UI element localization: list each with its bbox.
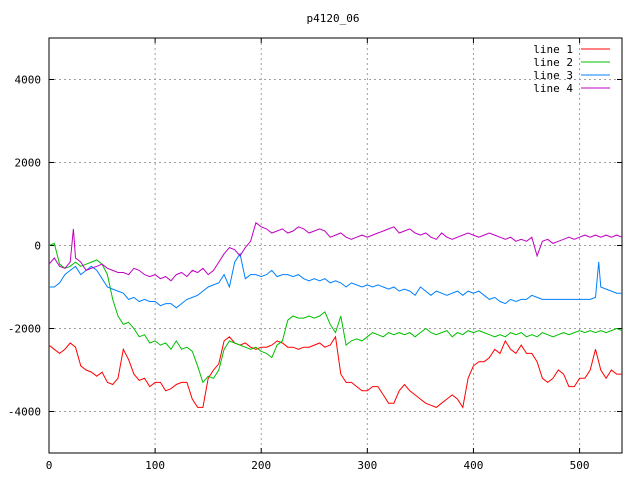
y-tick-label: -4000 — [8, 406, 41, 419]
chart-title: p4120_06 — [307, 12, 360, 25]
y-tick-label: 2000 — [15, 157, 42, 170]
series-line-1 — [48, 335, 622, 409]
series-line-3 — [49, 252, 622, 309]
x-tick-label: 300 — [357, 459, 377, 472]
x-tick-label: 500 — [570, 459, 590, 472]
grid-lines — [49, 38, 622, 453]
legend-label: line 2 — [533, 56, 573, 69]
axis-ticks: 0 100 200 300 400 500 -4000 -2000 0 2000 4000 — [8, 38, 622, 472]
series-line-4 — [48, 221, 623, 282]
legend-label: line 3 — [533, 69, 573, 82]
legend-label: line 1 — [533, 43, 573, 56]
x-tick-label: 200 — [251, 459, 271, 472]
x-tick-label: 400 — [464, 459, 484, 472]
y-tick-label: -2000 — [8, 323, 41, 336]
series-line-2 — [48, 242, 623, 384]
y-tick-label: 4000 — [15, 74, 42, 87]
series-lines — [48, 221, 623, 409]
x-tick-label: 0 — [46, 459, 53, 472]
legend-label: line 4 — [533, 82, 573, 95]
y-tick-label: 0 — [34, 240, 41, 253]
x-tick-label: 100 — [145, 459, 165, 472]
